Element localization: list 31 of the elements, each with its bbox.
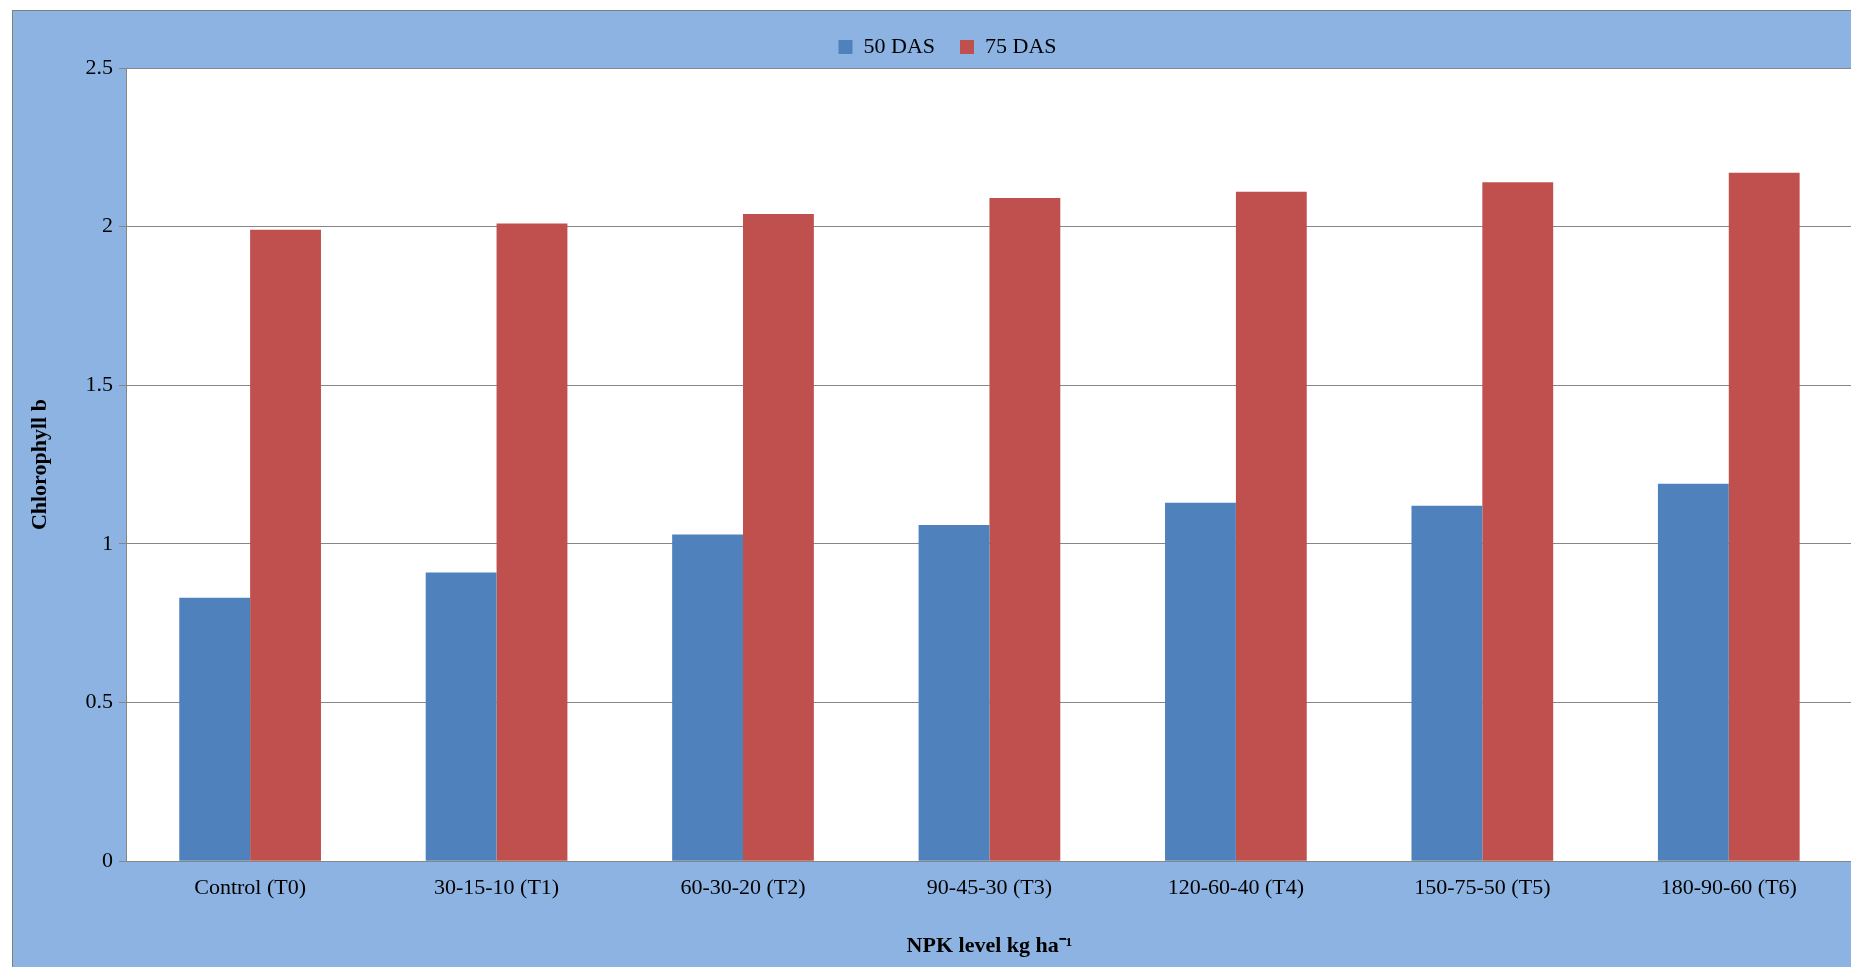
x-tick-label: 180-90-60 (T6) [1660, 874, 1797, 900]
bar [1411, 505, 1483, 861]
legend-label: 50 DAS [863, 32, 935, 58]
x-tick-label: 30-15-10 (T1) [433, 874, 560, 900]
x-tick-label: 90-45-30 (T3) [926, 874, 1053, 900]
y-axis-title: Chlorophyll b [25, 399, 51, 531]
bar [425, 572, 497, 861]
bar [496, 223, 568, 861]
bar [1728, 172, 1800, 861]
bar [1235, 191, 1307, 861]
bar [672, 534, 744, 861]
x-axis-title: NPK level kg ha⁻¹ [906, 932, 1073, 958]
bar [250, 229, 321, 861]
bar [918, 524, 990, 861]
bar [989, 198, 1061, 861]
y-tick-label: 2 [101, 212, 113, 238]
bar [1657, 483, 1729, 861]
y-tick-label: 1.5 [85, 371, 113, 397]
x-tick-label: 150-75-50 (T5) [1414, 874, 1551, 900]
bar [179, 597, 251, 861]
y-tick-label: 0.5 [85, 688, 113, 714]
x-tick-label: 60-30-20 (T2) [680, 874, 806, 900]
y-tick-label: 0 [101, 846, 113, 872]
y-tick-label: 1 [101, 529, 113, 555]
x-tick-label: Control (T0) [194, 874, 307, 900]
bar [743, 213, 814, 861]
bar [1165, 502, 1236, 861]
y-tick-label: 2.5 [85, 53, 113, 79]
bar [1482, 182, 1554, 861]
x-tick-label: 120-60-40 (T4) [1167, 874, 1305, 900]
legend-label: 75 DAS [985, 32, 1057, 58]
